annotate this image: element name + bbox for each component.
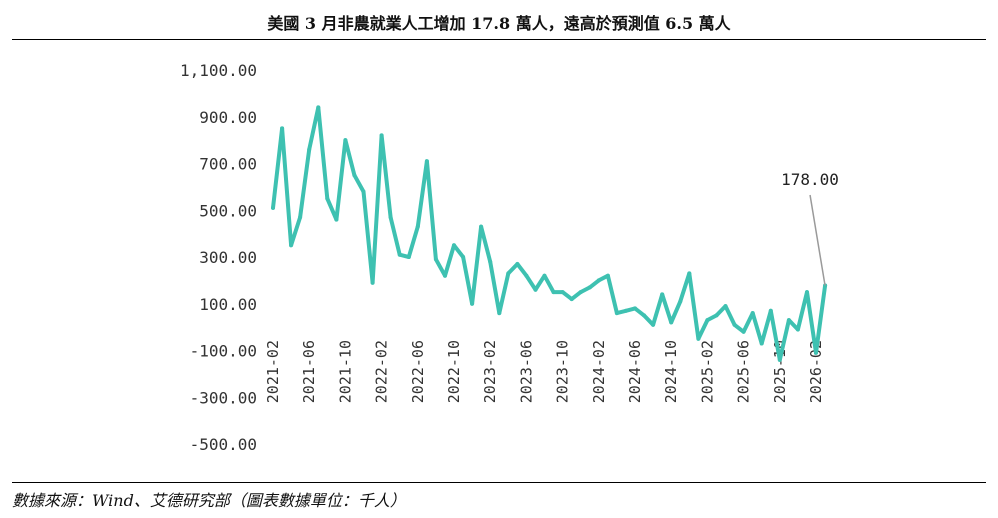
series-line: [271, 105, 828, 362]
data-point: [397, 252, 402, 257]
data-point: [443, 273, 447, 278]
data-point: [271, 205, 275, 210]
data-point: [669, 320, 674, 325]
data-point: [551, 290, 556, 295]
data-point: [651, 322, 656, 327]
data-point: [542, 273, 547, 278]
data-point: [596, 278, 601, 283]
data-point: [343, 138, 348, 143]
data-point: [452, 243, 456, 248]
data-points: [271, 105, 828, 362]
data-point: [696, 336, 701, 341]
data-point: [424, 159, 429, 164]
data-point: [506, 271, 511, 276]
annotation-leader-line: [809, 194, 826, 286]
data-point: [370, 280, 375, 285]
data-point: [723, 304, 728, 309]
source-note: 數據來源：Wind、艾德研究部（圖表數據單位：千人）: [12, 491, 406, 510]
x-tick-label: 2023-02: [481, 340, 499, 403]
data-point: [759, 341, 764, 346]
data-point: [687, 271, 692, 276]
x-tick-label: 2021-10: [336, 340, 354, 403]
x-tick-label: 2024-02: [590, 340, 608, 403]
y-tick-label: 500.00: [199, 201, 257, 220]
x-tick-label: 2021-06: [300, 340, 318, 403]
data-point: [479, 224, 484, 229]
data-point: [524, 273, 529, 278]
data-point: [741, 329, 746, 334]
data-point: [289, 243, 294, 248]
data-point: [470, 301, 475, 306]
chart-title: 美國 3 月非農就業人工增加 17.8 萬人，遠高於預測值 6.5 萬人: [267, 14, 731, 33]
data-point: [768, 308, 773, 313]
y-tick-label: -500.00: [190, 435, 257, 454]
x-tick-label: 2023-10: [554, 340, 572, 403]
x-tick-label: 2025-02: [698, 340, 716, 403]
x-tick-label: 2021-02: [264, 340, 282, 403]
annotation-label: 178.00: [781, 170, 839, 189]
data-point: [488, 259, 493, 264]
data-point: [714, 313, 719, 318]
data-point: [660, 292, 665, 297]
data-point: [307, 147, 312, 152]
x-tick-label: 2025-06: [735, 340, 753, 403]
data-point: [624, 308, 628, 313]
x-tick-label: 2025-10: [771, 340, 789, 403]
x-axis-ticks: 2021-02 2021-06 2021-10 2022-02 2022-06 2022-…: [264, 340, 825, 403]
data-point: [587, 285, 592, 290]
data-point: [316, 105, 321, 110]
data-point: [814, 350, 818, 355]
x-tick-label: 2022-10: [445, 340, 463, 403]
data-point: [533, 287, 538, 292]
y-tick-label: 300.00: [199, 248, 257, 267]
data-point: [379, 133, 384, 138]
x-tick-label: 2024-10: [662, 340, 680, 403]
y-tick-label: -300.00: [190, 388, 257, 407]
data-point: [515, 262, 520, 266]
data-point: [605, 273, 610, 278]
y-tick-label: 1,100.00: [180, 61, 257, 80]
x-tick-label: 2026-02: [807, 340, 825, 403]
data-point: [497, 311, 502, 316]
data-point: [298, 215, 303, 220]
data-point: [280, 126, 285, 131]
data-point: [705, 318, 710, 323]
data-point: [805, 290, 809, 295]
data-point: [569, 297, 574, 302]
source-rule: [12, 482, 986, 483]
y-axis-ticks: -500.00 -300.00 -100.00 100.00 300.00 500.00 7…: [180, 61, 257, 454]
x-tick-label: 2023-06: [517, 340, 535, 403]
x-tick-label: 2024-06: [626, 340, 644, 403]
y-tick-label: 100.00: [199, 295, 257, 314]
data-point: [325, 196, 330, 201]
y-tick-label: 900.00: [199, 108, 257, 127]
title-rule: [12, 39, 986, 40]
y-tick-label: 700.00: [199, 155, 257, 174]
data-point: [777, 357, 782, 362]
data-point: [578, 290, 583, 295]
data-point: [642, 313, 646, 318]
data-point: [732, 322, 737, 327]
data-point: [560, 290, 565, 295]
data-point: [433, 257, 438, 262]
data-point: [678, 299, 683, 304]
data-point: [786, 318, 791, 323]
x-tick-label: 2022-06: [409, 340, 427, 403]
data-point: [352, 173, 357, 178]
x-tick-label: 2022-02: [373, 340, 391, 403]
data-point: [461, 255, 466, 259]
data-point: [334, 217, 339, 222]
data-point: [795, 327, 800, 332]
data-point: [614, 311, 619, 316]
data-point: [750, 311, 755, 316]
y-tick-label: -100.00: [190, 342, 257, 361]
data-point: [406, 255, 411, 259]
data-point: [388, 215, 393, 220]
data-point: [361, 189, 366, 194]
data-point: [415, 224, 420, 229]
data-point: [633, 306, 637, 311]
